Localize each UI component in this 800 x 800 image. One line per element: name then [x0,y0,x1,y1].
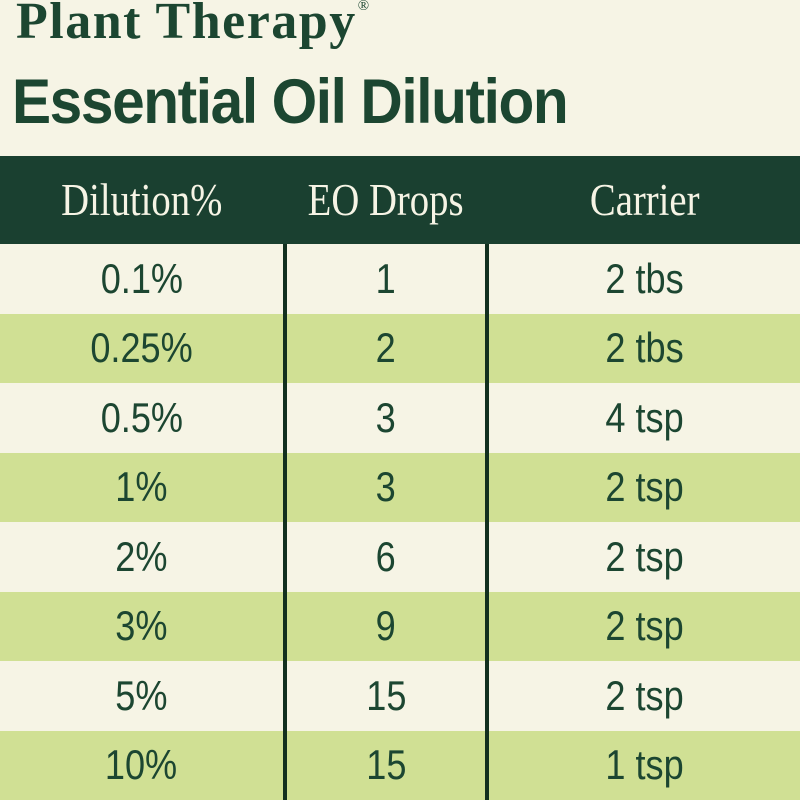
table-row: 10% 15 1 tsp [0,730,800,800]
page-title: Essential Oil Dilution [12,67,569,137]
table-row: 1% 3 2 tsp [0,452,800,522]
cell-carrier: 2 tsp [605,671,684,719]
cell-carrier: 2 tbs [605,324,684,372]
cell-eo-drops: 3 [283,383,489,453]
cell-dilution-percent: 0.1% [100,254,183,302]
cell-eo-drops: 9 [283,591,489,661]
cell-eo-drops: 15 [283,661,489,731]
cell-dilution-percent: 0.25% [90,324,193,372]
table-row: 0.5% 3 4 tsp [0,383,800,453]
table-header-row: Dilution% EO Drops Carrier [0,156,800,244]
cell-dilution-percent: 10% [105,741,178,789]
cell-carrier: 2 tsp [605,463,684,511]
cell-carrier: 2 tsp [605,602,684,650]
cell-carrier: 2 tsp [605,532,684,580]
brand-logo: Plant Therapy® [16,0,370,50]
cell-carrier: 1 tsp [605,741,684,789]
table-row: 3% 9 2 tsp [0,591,800,661]
cell-dilution-percent: 1% [115,463,168,511]
table-row: 2% 6 2 tsp [0,522,800,592]
cell-eo-drops: 1 [283,244,489,314]
cell-eo-drops: 3 [283,452,489,522]
dilution-table: Dilution% EO Drops Carrier 0.1% 1 2 tbs … [0,156,800,800]
cell-eo-drops: 15 [283,730,489,800]
cell-carrier: 4 tsp [605,393,684,441]
table-row: 0.25% 2 2 tbs [0,313,800,383]
cell-dilution-percent: 0.5% [100,393,183,441]
cell-dilution-percent: 5% [115,671,168,719]
cell-dilution-percent: 2% [115,532,168,580]
cell-carrier: 2 tbs [605,254,684,302]
table-row: 0.1% 1 2 tbs [0,244,800,314]
cell-eo-drops: 6 [283,522,489,592]
cell-eo-drops: 2 [283,313,489,383]
cell-dilution-percent: 3% [115,602,168,650]
header-eo-drops: EO Drops [308,175,464,225]
table-body: 0.1% 1 2 tbs 0.25% 2 2 tbs 0.5% 3 4 tsp … [0,244,800,800]
registered-trademark: ® [357,0,370,14]
brand-name: Plant Therapy [16,0,357,50]
header-carrier: Carrier [589,175,700,225]
header-dilution-percent: Dilution% [60,175,223,225]
table-row: 5% 15 2 tsp [0,661,800,731]
